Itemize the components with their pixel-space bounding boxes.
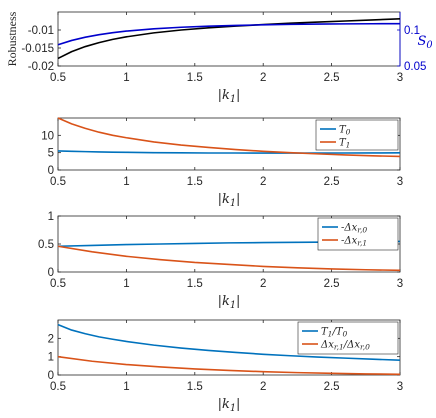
legend-box [297, 321, 399, 355]
x-tick-label: 1 [123, 72, 129, 84]
series-line-0-1 [57, 22, 401, 46]
series-line-3-1 [57, 355, 401, 376]
series-line-1-0 [57, 150, 401, 154]
y-tick-label: -0.01 [28, 25, 54, 37]
y-tick-label: 1 [48, 211, 54, 223]
x-tick-label: 0.5 [50, 278, 66, 290]
series-line-0-0 [57, 18, 401, 60]
legend-label: T0 [339, 125, 351, 137]
x-tick-label: 1.5 [187, 278, 203, 290]
y-axis-label: Robustness [5, 11, 19, 66]
x-tick-label: 2.5 [324, 278, 340, 290]
x-tick-label: 0.5 [50, 72, 66, 84]
x-axis-label: |k1| [218, 294, 241, 311]
y-tick-label: 0 [48, 165, 54, 177]
x-tick-label: 2.5 [324, 381, 340, 393]
y-tick-label: -0.015 [21, 43, 54, 55]
x-tick-label: 2.5 [324, 72, 340, 84]
y-tick-label: 1 [48, 352, 54, 364]
x-tick-label: 0.5 [50, 381, 66, 393]
x-axis-label: |k1| [218, 397, 241, 414]
x-tick-label: 3 [397, 381, 403, 393]
x-tick-label: 2 [260, 72, 266, 84]
legend-label: -Δxr,1 [341, 236, 367, 248]
x-axis-label: |k1| [218, 192, 241, 209]
y2-axis-label: S0 [417, 34, 432, 51]
x-tick-label: 2.5 [324, 176, 340, 188]
x-tick-label: 3 [397, 176, 403, 188]
series-line-1-1 [57, 117, 401, 158]
x-tick-label: 1 [123, 278, 129, 290]
x-tick-label: 3 [397, 72, 403, 84]
x-tick-label: 3 [397, 278, 403, 290]
legend-label: Δxr,1/Δxr,0 [320, 340, 370, 352]
series-line-3-0 [57, 323, 401, 361]
legend-label: T1/T0 [321, 327, 348, 339]
y2-tick-label: 0.05 [404, 61, 426, 73]
y-tick-label: 2 [48, 333, 54, 345]
series-line-2-1 [57, 245, 401, 272]
x-tick-label: 1 [123, 381, 129, 393]
x-tick-label: 2 [260, 176, 266, 188]
x-tick-label: 1.5 [187, 72, 203, 84]
x-tick-label: 1.5 [187, 176, 203, 188]
axes-box-1 [57, 117, 401, 171]
legend-label: T1 [339, 138, 350, 150]
x-tick-label: 1.5 [187, 381, 203, 393]
y-tick-label: 0.5 [38, 239, 54, 251]
y-tick-label: 5 [48, 148, 54, 160]
legend-box [317, 217, 399, 251]
x-tick-label: 0.5 [50, 176, 66, 188]
y-tick-label: 10 [41, 130, 54, 142]
y2-tick-label: 0.1 [404, 25, 420, 37]
y-tick-label: 0 [48, 370, 54, 382]
x-tick-label: 2 [260, 381, 266, 393]
x-axis-label: |k1| [218, 88, 241, 105]
legend-label: -Δxr,0 [341, 223, 367, 235]
y-tick-label: 0 [48, 267, 54, 279]
axes-box-3 [57, 319, 401, 376]
x-tick-label: 1 [123, 176, 129, 188]
legend-box [315, 119, 399, 151]
y-tick-label: -0.02 [28, 61, 54, 73]
x-tick-label: 2 [260, 278, 266, 290]
